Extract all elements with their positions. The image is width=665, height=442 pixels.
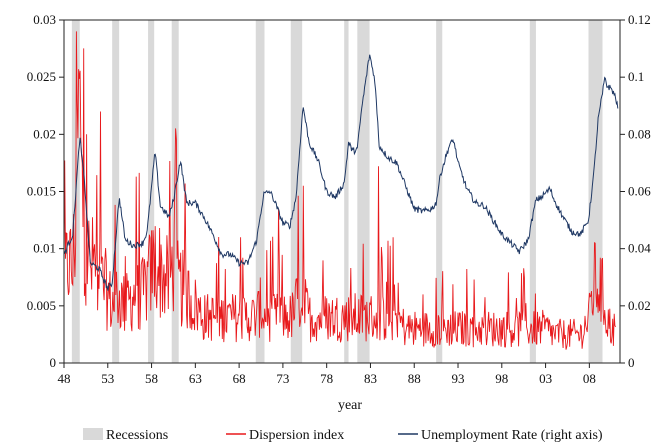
x-tick-label-5: 73 [276,371,289,386]
recession-band-4 [255,20,265,363]
y-left-tick-label-1: 0.005 [27,298,56,313]
axis-layer: 48 53 58 63 68 73 78 83 88 93 98 03 08 0 0.005 0.01 0.01… [27,12,652,386]
y-right-tick-label-1: 0.02 [628,298,651,313]
legend-label-dispersion: Dispersion index [249,428,344,442]
x-tick-label-2: 58 [145,371,158,386]
recession-band-10 [588,20,603,363]
series-line-dispersion-index [63,31,616,350]
y-left-tick-label-0: 0 [50,355,57,370]
y-right-tick-label-4: 0.08 [628,126,651,141]
x-tick-label-6: 78 [320,371,333,386]
x-tick-label-7: 83 [364,371,377,386]
recession-band-8 [436,20,443,363]
series-line-unemployment-rate [63,54,619,291]
legend-label-recessions: Recessions [106,428,168,442]
legend-label-unemployment: Unemployment Rate (right axis) [421,428,603,442]
y-right-tick-label-3: 0.06 [628,184,651,199]
y-left-tick-label-6: 0.03 [33,12,56,27]
recession-band-1 [112,20,120,363]
x-tick-label-12: 08 [583,371,596,386]
y-right-tick-label-5: 0.1 [628,69,644,84]
y-right-tick-label-2: 0.04 [628,241,651,256]
recession-band-6 [344,20,349,363]
x-axis-title: year [338,398,362,413]
y-left-tick-label-2: 0.01 [33,241,56,256]
x-tick-label-1: 53 [101,371,114,386]
y-left-tick-label-5: 0.025 [27,69,56,84]
x-tick-label-8: 88 [408,371,421,386]
x-tick-label-3: 63 [189,371,202,386]
y-right-tick-label-0: 0 [628,355,635,370]
y-left-tick-label-3: 0.015 [27,184,56,199]
x-tick-label-10: 98 [495,371,508,386]
x-tick-label-4: 68 [233,371,246,386]
x-tick-label-0: 48 [58,371,71,386]
series-layer [63,31,619,350]
recession-band-9 [529,20,536,363]
recession-band-7 [357,20,370,363]
y-left-tick-label-4: 0.02 [33,126,56,141]
y-right-tick-label-6: 0.12 [628,12,651,27]
legend: Recessions Dispersion index Unemployment… [83,428,603,442]
x-tick-label-11: 03 [539,371,552,386]
x-tick-label-9: 93 [452,371,465,386]
legend-swatch-recessions [83,428,103,440]
